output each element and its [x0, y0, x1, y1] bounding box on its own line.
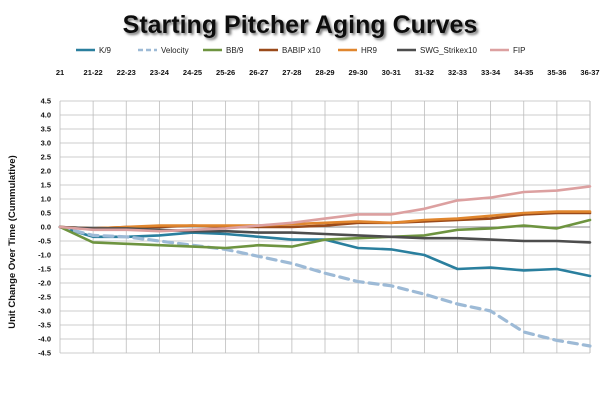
y-tick-label: -2.5 — [38, 293, 51, 302]
x-tick-label: 35-36 — [547, 68, 566, 77]
y-tick-label: 4.5 — [41, 97, 51, 106]
series-line-velocity — [58, 225, 592, 348]
legend-label: BB/9 — [226, 46, 244, 55]
legend: K/9 Velocity BB/9 BABIP x10 HR9 SWG_Strikex10… — [76, 46, 525, 55]
x-tick-label: 36-37 — [580, 68, 599, 77]
chart-title: Starting Pitcher Aging Curves — [123, 11, 478, 39]
series-line-hr9 — [58, 210, 592, 230]
x-tick-label: 21-22 — [84, 68, 103, 77]
x-tick-label: 22-23 — [117, 68, 136, 77]
x-tick-label: 27-28 — [282, 68, 301, 77]
y-tick-label: 1.5 — [41, 181, 51, 190]
x-tick-label: 32-33 — [448, 68, 467, 77]
x-tick-label: 34-35 — [514, 68, 533, 77]
x-tick-label: 24-25 — [183, 68, 202, 77]
x-tick-label: 23-24 — [150, 68, 170, 77]
y-tick-label: 2.5 — [41, 153, 51, 162]
x-tick-label: 29-30 — [349, 68, 368, 77]
series-line-fip — [58, 185, 592, 233]
y-tick-label: 3.5 — [41, 125, 51, 134]
x-tick-label: 25-26 — [216, 68, 235, 77]
y-tick-label: -3.0 — [38, 307, 51, 316]
y-tick-label: 3.0 — [41, 139, 51, 148]
series-lines — [58, 185, 592, 348]
x-tick-label: 31-32 — [415, 68, 434, 77]
x-tick-label: 33-34 — [481, 68, 501, 77]
legend-label: BABIP x10 — [282, 46, 321, 55]
y-tick-label: -1.5 — [38, 265, 51, 274]
x-tick-label: 28-29 — [315, 68, 334, 77]
y-tick-label: -2.0 — [38, 279, 51, 288]
x-tick-label: 26-27 — [249, 68, 268, 77]
legend-label: FIP — [513, 46, 525, 55]
x-tick-label: 21 — [56, 68, 64, 77]
y-tick-label: -4.0 — [38, 335, 51, 344]
y-tick-label: 0.0 — [41, 223, 51, 232]
legend-label: SWG_Strikex10 — [420, 46, 477, 55]
y-tick-label: 0.5 — [41, 209, 51, 218]
x-tick-label: 30-31 — [382, 68, 401, 77]
legend-label: HR9 — [361, 46, 378, 55]
legend-label: Velocity — [161, 46, 189, 55]
y-axis-label: Unit Change Over Time (Cummulative) — [7, 155, 18, 329]
y-tick-label: 1.0 — [41, 195, 51, 204]
y-tick-label: 4.0 — [41, 111, 51, 120]
y-tick-label: -1.0 — [38, 251, 51, 260]
y-tick-label: -0.5 — [38, 237, 51, 246]
y-tick-label: -3.5 — [38, 321, 51, 330]
y-tick-label: 2.0 — [41, 167, 51, 176]
series-line-swg-strikex10 — [58, 225, 592, 244]
series-line-bb-9 — [58, 218, 592, 250]
y-tick-label: -4.5 — [38, 349, 51, 358]
legend-label: K/9 — [99, 46, 112, 55]
axes: 4.5 4.0 3.5 3.0 2.5 2.0 1.5 1.0 0.5 0.0 -0.5 -1.0 -1… — [38, 68, 600, 358]
